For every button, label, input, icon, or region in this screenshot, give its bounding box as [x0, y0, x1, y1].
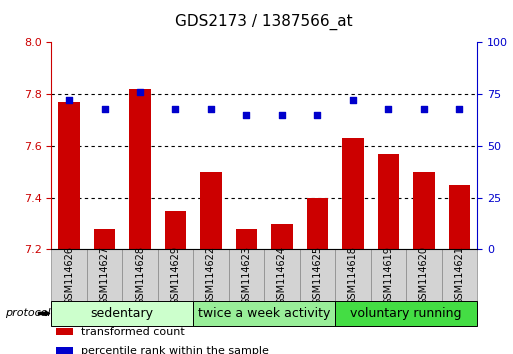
Point	[101, 106, 109, 112]
Bar	[342, 138, 364, 250]
Bar	[193, 301, 335, 326]
Text: GSM114626: GSM114626	[64, 246, 74, 305]
Bar	[87, 250, 122, 301]
Bar	[335, 301, 477, 326]
Point	[455, 106, 463, 112]
Bar	[378, 154, 399, 250]
Text: sedentary: sedentary	[91, 307, 154, 320]
Bar	[307, 198, 328, 250]
Bar	[370, 250, 406, 301]
Text: GSM114618: GSM114618	[348, 246, 358, 305]
Point	[384, 106, 392, 112]
Bar	[413, 172, 435, 250]
Bar	[55, 347, 73, 354]
Point	[278, 112, 286, 118]
Bar	[236, 229, 257, 250]
Text: GSM114628: GSM114628	[135, 246, 145, 305]
Point	[349, 98, 357, 103]
Point	[242, 112, 250, 118]
Bar	[406, 250, 442, 301]
Text: GSM114627: GSM114627	[100, 246, 109, 305]
Bar	[158, 250, 193, 301]
Bar	[229, 250, 264, 301]
Bar	[94, 229, 115, 250]
Bar	[335, 250, 370, 301]
Bar	[264, 250, 300, 301]
Bar	[200, 172, 222, 250]
Bar	[300, 250, 335, 301]
Text: GSM114629: GSM114629	[170, 246, 181, 305]
Point	[420, 106, 428, 112]
Bar	[122, 250, 158, 301]
Bar	[442, 250, 477, 301]
Bar	[193, 250, 229, 301]
Text: GDS2173 / 1387566_at: GDS2173 / 1387566_at	[175, 14, 353, 30]
Bar	[165, 211, 186, 250]
Bar	[129, 89, 151, 250]
Point	[65, 98, 73, 103]
Text: GSM114622: GSM114622	[206, 246, 216, 305]
Text: GSM114621: GSM114621	[455, 246, 464, 305]
Text: voluntary running: voluntary running	[350, 307, 462, 320]
Bar	[271, 224, 292, 250]
Bar	[51, 301, 193, 326]
Text: protocol: protocol	[5, 308, 51, 319]
Text: transformed count: transformed count	[81, 327, 185, 337]
Text: GSM114620: GSM114620	[419, 246, 429, 305]
Bar	[449, 185, 470, 250]
Bar	[51, 250, 87, 301]
Point	[313, 112, 322, 118]
Point	[136, 89, 144, 95]
Text: GSM114624: GSM114624	[277, 246, 287, 305]
Text: GSM114619: GSM114619	[383, 246, 393, 305]
Text: GSM114623: GSM114623	[242, 246, 251, 305]
Text: GSM114625: GSM114625	[312, 246, 322, 305]
Text: percentile rank within the sample: percentile rank within the sample	[81, 346, 269, 354]
Bar	[58, 102, 80, 250]
Point	[207, 106, 215, 112]
Point	[171, 106, 180, 112]
Text: twice a week activity: twice a week activity	[198, 307, 330, 320]
Bar	[55, 328, 73, 335]
